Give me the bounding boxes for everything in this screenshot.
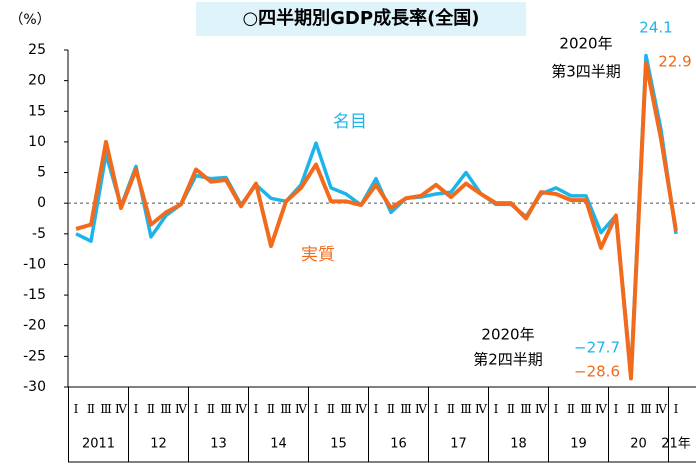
x-tick-label: Ⅲ: [340, 402, 352, 416]
x-tick-label: Ⅲ: [460, 402, 472, 416]
annotation: −27.7: [574, 339, 620, 357]
year-label: 18: [510, 437, 527, 452]
y-tick-label: -20: [23, 318, 46, 334]
x-tick-label: Ⅳ: [415, 402, 428, 416]
x-tick-label: Ⅰ: [494, 402, 499, 416]
y-tick-label: -5: [32, 226, 46, 242]
x-tick-label: Ⅲ: [280, 402, 292, 416]
annotation: 22.9: [658, 53, 691, 71]
x-tick-label: Ⅳ: [595, 402, 608, 416]
x-tick-label: Ⅳ: [475, 402, 488, 416]
x-tick-label: Ⅳ: [655, 402, 668, 416]
x-tick-label: Ⅲ: [400, 402, 412, 416]
x-tick-label: Ⅳ: [175, 402, 188, 416]
annotation: 第3四半期: [551, 63, 621, 81]
x-tick-label: Ⅱ: [87, 402, 95, 416]
y-tick-label: -25: [23, 348, 46, 364]
x-tick-label: Ⅰ: [434, 402, 439, 416]
x-tick-label: Ⅱ: [507, 402, 515, 416]
x-tick-label: Ⅳ: [295, 402, 308, 416]
annotation: −28.6: [574, 363, 620, 381]
x-tick-label: Ⅱ: [207, 402, 215, 416]
year-label: 13: [210, 437, 227, 452]
x-tick-label: Ⅰ: [674, 402, 679, 416]
x-tick-label: Ⅱ: [447, 402, 455, 416]
x-tick-label: Ⅳ: [235, 402, 248, 416]
year-label: 12: [150, 437, 167, 452]
annotation: 2020年: [481, 326, 534, 344]
x-tick-label: Ⅱ: [147, 402, 155, 416]
x-tick-label: Ⅰ: [74, 402, 79, 416]
annotation: 24.1: [639, 19, 672, 37]
y-tick-label: 0: [37, 195, 46, 211]
x-tick-label: Ⅰ: [614, 402, 619, 416]
year-label: 2011: [82, 437, 115, 452]
y-tick-label: 15: [28, 103, 46, 119]
x-tick-label: Ⅱ: [267, 402, 275, 416]
legend-label: 実質: [301, 245, 335, 265]
y-axis-label: （%）: [9, 12, 50, 28]
y-tick-label: -30: [23, 379, 46, 395]
annotation: 第2四半期: [473, 351, 543, 369]
x-tick-label: Ⅲ: [220, 402, 232, 416]
x-tick-label: Ⅰ: [314, 402, 319, 416]
y-tick-label: -15: [23, 287, 46, 303]
x-tick-label: Ⅲ: [580, 402, 592, 416]
y-tick-label: 5: [37, 165, 46, 181]
y-tick-label: 20: [28, 73, 46, 89]
y-tick-label: 10: [28, 134, 46, 150]
title-box: [196, 2, 526, 36]
x-tick-label: Ⅱ: [627, 402, 635, 416]
legend-label: 名目: [333, 112, 367, 132]
x-tick-label: Ⅱ: [387, 402, 395, 416]
year-label: 17: [450, 437, 467, 452]
x-tick-label: Ⅰ: [254, 402, 259, 416]
x-tick-label: Ⅳ: [535, 402, 548, 416]
x-tick-label: Ⅳ: [115, 402, 128, 416]
x-tick-label: Ⅰ: [554, 402, 559, 416]
chart-title: ○四半期別GDP成長率(全国): [242, 7, 479, 29]
series-line: [75, 60, 678, 381]
year-label: 15: [330, 437, 347, 452]
x-tick-label: Ⅲ: [160, 402, 172, 416]
x-tick-label: Ⅰ: [194, 402, 199, 416]
year-label: 21年: [661, 437, 691, 452]
year-label: 14: [270, 437, 287, 452]
x-tick-label: Ⅲ: [100, 402, 112, 416]
y-tick-label: 25: [28, 42, 46, 58]
x-tick-label: Ⅱ: [567, 402, 575, 416]
x-tick-label: Ⅰ: [134, 402, 139, 416]
x-tick-label: Ⅰ: [374, 402, 379, 416]
annotation: 2020年: [559, 35, 612, 53]
year-label: 16: [390, 437, 407, 452]
x-tick-label: Ⅲ: [520, 402, 532, 416]
x-tick-label: Ⅳ: [355, 402, 368, 416]
year-label: 19: [570, 437, 587, 452]
x-tick-label: Ⅲ: [640, 402, 652, 416]
y-tick-label: -10: [23, 256, 46, 272]
x-tick-label: Ⅱ: [327, 402, 335, 416]
year-label: 20: [630, 437, 647, 452]
